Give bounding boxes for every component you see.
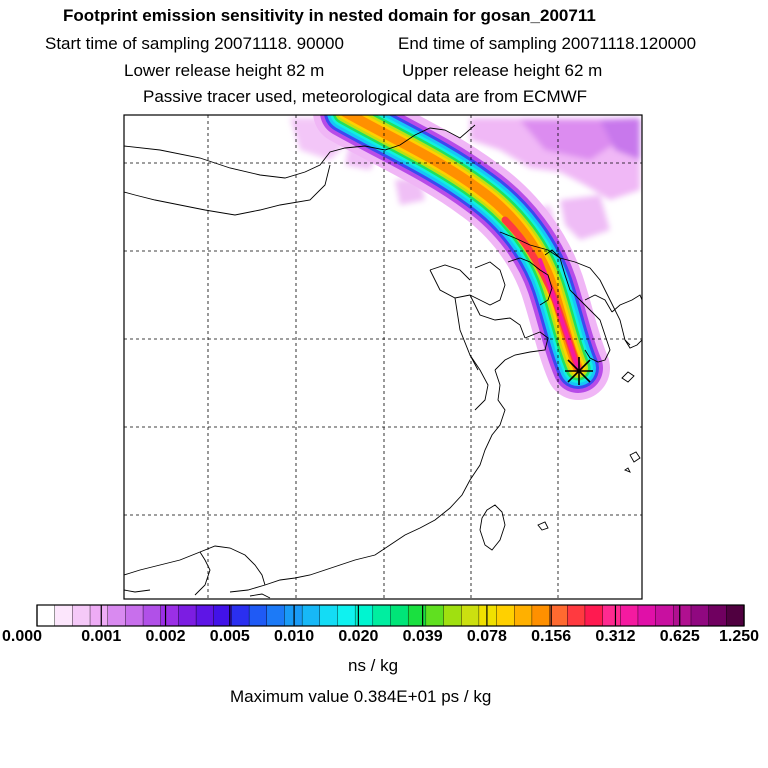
colorbar-swatch xyxy=(372,604,392,627)
map-area xyxy=(124,115,642,599)
colorbar-swatch xyxy=(319,604,339,627)
end-time-label: End time of sampling 20071118.120000 xyxy=(398,34,697,53)
colorbar-tick-label: 0.020 xyxy=(338,628,379,645)
colorbar-swatch xyxy=(726,604,745,627)
colorbar-swatch xyxy=(231,604,250,627)
colorbar-swatch xyxy=(673,604,692,627)
colorbar-swatch xyxy=(602,604,621,627)
colorbar-tick-label: 1.250 xyxy=(718,628,760,645)
colorbar-tick-label: 0.001 xyxy=(81,628,122,645)
map-frame xyxy=(123,114,643,600)
maximum-value-label: Maximum value 0.384E+01 ps / kg xyxy=(230,687,492,706)
coastlines xyxy=(124,124,642,599)
colorbar-swatch xyxy=(89,604,109,627)
emission-plume xyxy=(313,115,610,400)
colorbar-tick-label: 0.000 xyxy=(1,628,43,645)
colorbar-swatch xyxy=(531,604,551,627)
colorbar-swatch xyxy=(496,604,515,627)
colorbar-swatch xyxy=(195,604,215,627)
colorbar-swatch xyxy=(337,604,356,627)
colorbar-swatch xyxy=(390,604,409,627)
colorbar-swatch xyxy=(178,604,197,627)
upper-release-height: Upper release height 62 m xyxy=(402,61,603,80)
colorbar-swatch xyxy=(514,604,533,627)
colorbar-tick-label: 0.010 xyxy=(274,628,315,645)
colorbar-swatch xyxy=(584,604,604,627)
colorbar-swatch xyxy=(620,604,639,627)
colorbar-tick-label: 0.312 xyxy=(595,628,636,645)
colorbar-unit: ns / kg xyxy=(348,656,399,675)
colorbar-swatch xyxy=(690,604,710,627)
colorbar-tick-label: 0.625 xyxy=(659,628,700,645)
colorbar-swatch xyxy=(461,604,480,627)
colorbar-swatch xyxy=(107,604,126,627)
colorbar-swatch xyxy=(284,604,303,627)
colorbar-tick-label: 0.156 xyxy=(531,628,572,645)
colorbar-swatch xyxy=(637,604,657,627)
colorbar-tick-label: 0.005 xyxy=(209,628,250,645)
colorbar-tick-label: 0.078 xyxy=(466,628,507,645)
colorbar-swatch xyxy=(425,604,445,627)
colorbar-frame xyxy=(36,604,745,627)
colorbar xyxy=(36,604,745,627)
colorbar-tick-label: 0.039 xyxy=(402,628,443,645)
colorbar-swatch xyxy=(655,604,674,627)
receptor-star-icon xyxy=(565,357,593,385)
colorbar-swatch xyxy=(549,604,568,627)
colorbar-swatch xyxy=(248,604,268,627)
colorbar-swatch xyxy=(443,604,462,627)
colorbar-swatch xyxy=(708,604,727,627)
colorbar-swatch xyxy=(213,604,233,627)
graticule xyxy=(124,115,642,599)
colorbar-swatch xyxy=(407,604,427,627)
colorbar-swatch xyxy=(36,604,56,627)
colorbar-swatch xyxy=(478,604,498,627)
start-time-label: Start time of sampling 20071118. 90000 xyxy=(45,34,344,53)
colorbar-swatch xyxy=(266,604,286,627)
lower-release-height: Lower release height 82 m xyxy=(124,61,325,80)
colorbar-swatch xyxy=(567,604,586,627)
colorbar-swatch xyxy=(125,604,144,627)
colorbar-swatch xyxy=(301,604,321,627)
map-title: Footprint emission sensitivity in nested… xyxy=(63,6,596,25)
colorbar-swatch xyxy=(142,604,162,627)
colorbar-tick-label: 0.002 xyxy=(145,628,186,645)
tracer-note: Passive tracer used, meteorological data… xyxy=(143,87,588,106)
colorbar-swatch xyxy=(54,604,73,627)
colorbar-swatch xyxy=(160,604,179,627)
colorbar-swatch xyxy=(72,604,91,627)
